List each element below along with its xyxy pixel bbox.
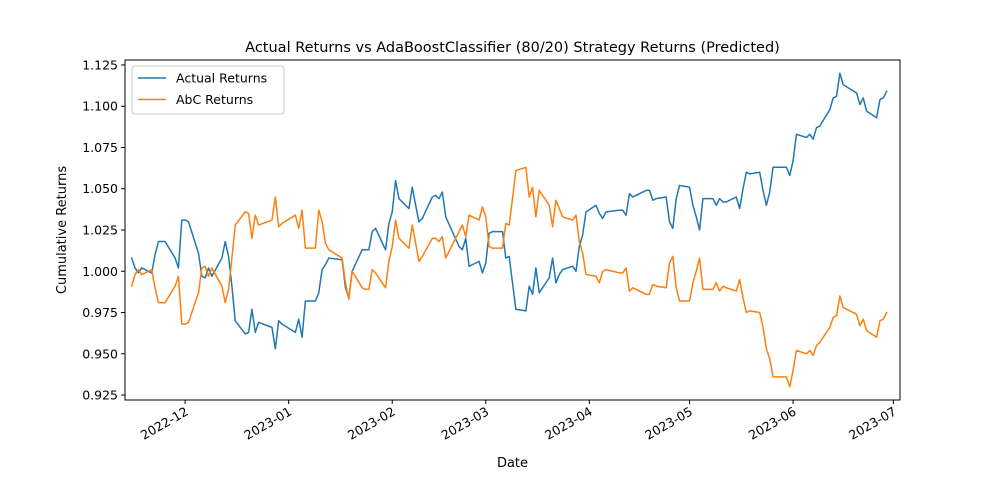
legend-label: Actual Returns bbox=[176, 71, 267, 86]
y-tick-label: 1.125 bbox=[82, 57, 118, 72]
y-tick-label: 1.100 bbox=[82, 99, 118, 114]
plot-area bbox=[130, 72, 888, 388]
y-tick-label: 0.950 bbox=[82, 346, 118, 361]
series-line-abc-returns bbox=[130, 166, 888, 388]
legend: Actual Returns AbC Returns bbox=[131, 65, 285, 115]
y-tick-label: 1.025 bbox=[82, 223, 118, 238]
y-tick-label: 1.075 bbox=[82, 140, 118, 155]
y-tick-label: 0.925 bbox=[82, 388, 118, 403]
series-line-actual-returns bbox=[130, 72, 888, 350]
y-tick-label: 1.050 bbox=[82, 181, 118, 196]
chart-title: Actual Returns vs AdaBoostClassifier (80… bbox=[245, 40, 780, 56]
legend-box bbox=[131, 65, 285, 115]
y-axis-label: Cumulative Returns bbox=[55, 166, 70, 294]
y-tick-label: 1.000 bbox=[82, 264, 118, 279]
x-axis-label: Date bbox=[497, 456, 528, 471]
legend-label: AbC Returns bbox=[176, 92, 253, 107]
y-tick-label: 0.975 bbox=[82, 305, 118, 320]
